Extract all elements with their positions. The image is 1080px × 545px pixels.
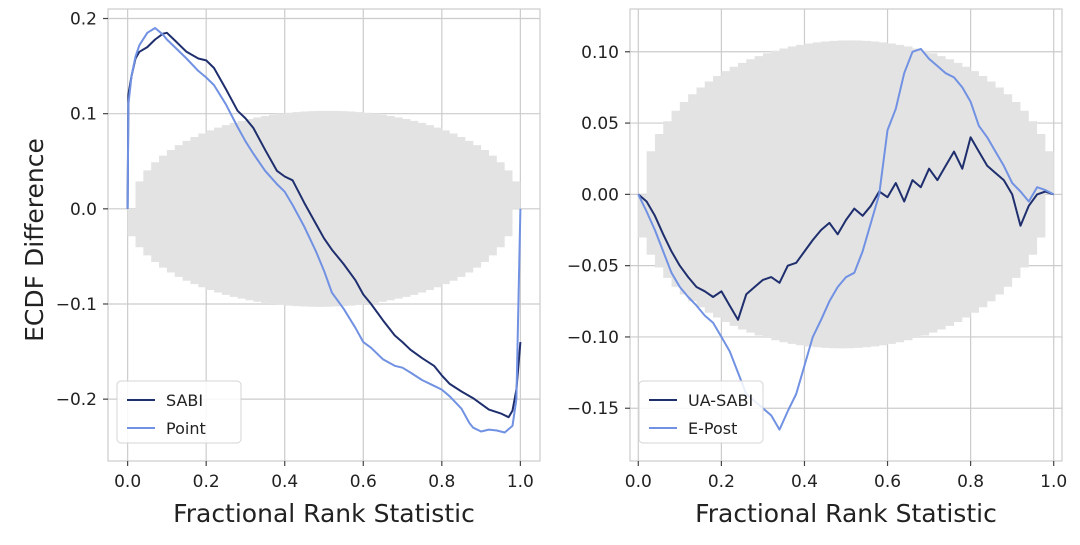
y-tick-label: 0.10 (581, 43, 619, 63)
y-tick-label: 0.2 (70, 10, 97, 30)
legend-label: Point (166, 419, 206, 438)
y-tick-label: 0.1 (70, 105, 97, 125)
x-tick-label: 0.4 (791, 472, 818, 492)
x-tick-label: 0.0 (625, 472, 652, 492)
series-line-point (126, 27, 522, 434)
series-line-e-post (637, 47, 1055, 431)
x-tick-label: 0.4 (271, 472, 298, 492)
x-tick-label: 0.6 (350, 472, 377, 492)
legend: UA-SABI E-Post (638, 380, 764, 444)
x-tick-label: 0.2 (708, 472, 735, 492)
x-tick-label: 0.0 (114, 472, 141, 492)
x-axis-title: Fractional Rank Statistic (173, 499, 475, 528)
legend: SABI Point (116, 380, 242, 444)
y-tick-label: −0.10 (567, 328, 619, 348)
y-axis-title: ECDF Difference (20, 138, 49, 342)
y-tick-label: 0.00 (581, 185, 619, 205)
x-axis-title: Fractional Rank Statistic (695, 499, 997, 528)
plot-frame (629, 8, 1063, 462)
series-line-sabi (126, 31, 522, 419)
series-line-ua-sabi (637, 136, 1055, 321)
x-tick-label: 0.6 (874, 472, 901, 492)
y-tick-label: 0.0 (70, 200, 97, 220)
x-tick-label: 1.0 (1040, 472, 1067, 492)
legend-label: E-Post (688, 419, 737, 438)
y-tick-label: −0.05 (567, 257, 619, 277)
confidence-band (127, 110, 521, 307)
chart-panel-1: 0.0 0.2 0.4 0.6 0.8 1.0 −0.2 −0.1 0.0 0.1 0.2 Fract… (56, 8, 541, 528)
legend-label: UA-SABI (688, 391, 753, 410)
confidence-band (638, 40, 1054, 349)
x-tick-label: 0.8 (957, 472, 984, 492)
legend-label: SABI (166, 391, 203, 410)
y-tick-label: 0.05 (581, 114, 619, 134)
x-tick-label: 0.2 (193, 472, 220, 492)
y-tick-label: −0.15 (567, 399, 619, 419)
x-tick-label: 1.0 (507, 472, 534, 492)
y-tick-label: −0.1 (56, 295, 97, 315)
plot-frame (107, 8, 541, 462)
chart-panel-2: 0.0 0.2 0.4 0.6 0.8 1.0 −0.15 −0.10 −0.05 0.00 0.0… (567, 8, 1067, 528)
x-tick-label: 0.8 (428, 472, 455, 492)
y-tick-label: −0.2 (56, 390, 97, 410)
